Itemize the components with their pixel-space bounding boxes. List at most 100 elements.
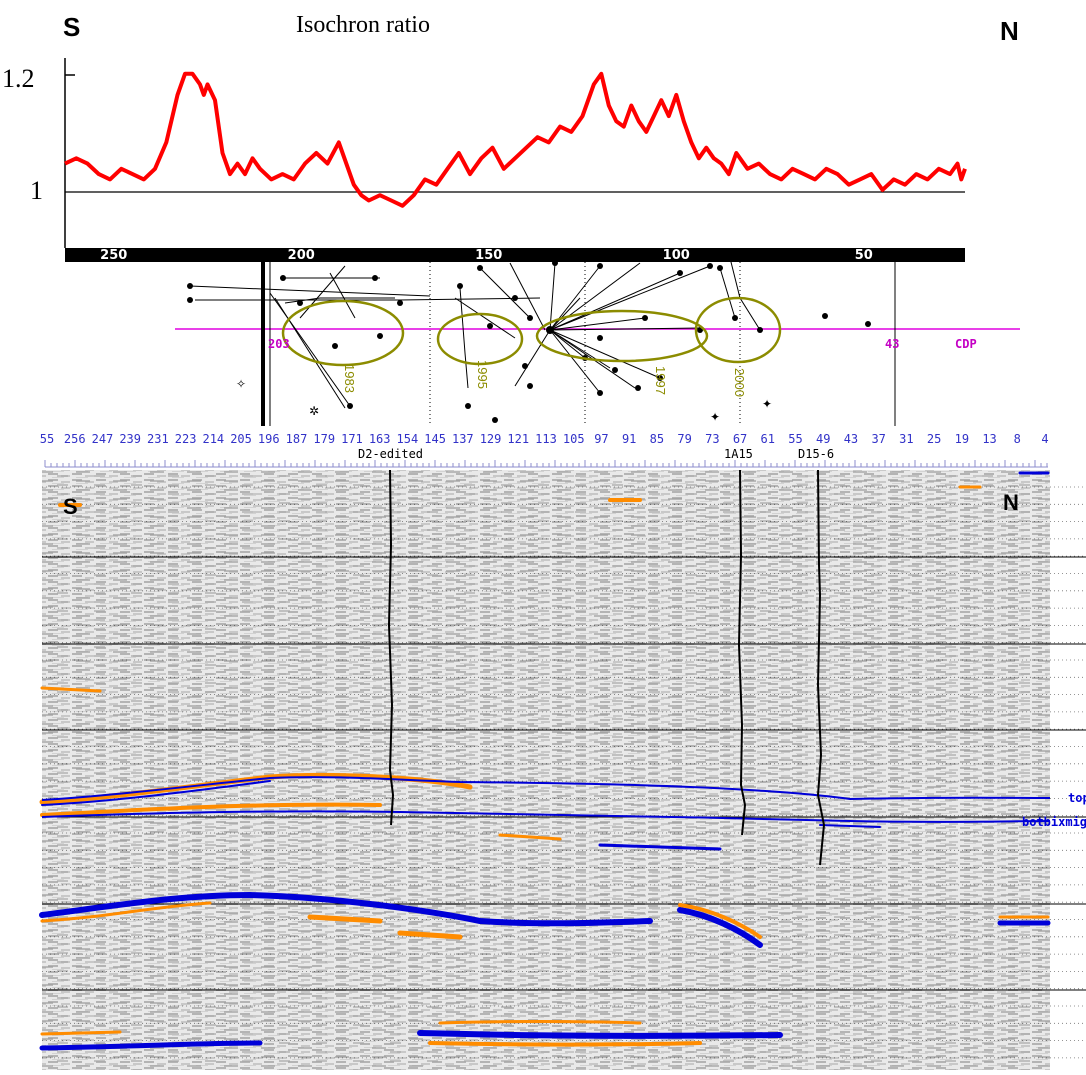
- trace-tick-label: 55: [40, 432, 54, 446]
- trace-tick-label: 223: [175, 432, 197, 446]
- trace-tick-label: 171: [341, 432, 363, 446]
- well-path: [329, 272, 356, 319]
- trace-tick-label: 73: [705, 432, 719, 446]
- well-path: [454, 297, 516, 339]
- well-path: [549, 265, 711, 331]
- well-path-map: ✧ ✲ ✦ ✦ 1983 1995 1997 2000: [175, 258, 1020, 426]
- trace-tick-label: 43: [844, 432, 858, 446]
- positive-event: [40, 901, 212, 923]
- y-tick-label-1-2: 1.2: [2, 64, 35, 93]
- trace-tick-label: 31: [899, 432, 913, 446]
- marker: ✦: [762, 397, 772, 411]
- year-label-2000: 2000: [732, 368, 747, 397]
- ellipse-1997: [535, 309, 709, 363]
- x-tick-label: 150: [475, 248, 502, 262]
- trace-tick-label: 13: [982, 432, 996, 446]
- trace-tick-label: 137: [452, 432, 474, 446]
- well-path: [549, 329, 661, 379]
- well-path: [549, 272, 681, 331]
- well-logs: [387, 469, 826, 866]
- x-axis-ticks: 250 200 150 100 50: [100, 248, 873, 262]
- well-path: [509, 262, 546, 331]
- marker: ✲: [309, 404, 319, 418]
- positive-event: [438, 1020, 642, 1025]
- trace-tick-label: 247: [92, 432, 114, 446]
- well-path: [514, 329, 551, 387]
- well-path: [549, 262, 556, 331]
- well-points: [187, 260, 871, 423]
- trace-tick-label: 231: [147, 432, 169, 446]
- north-label-section: N: [1003, 490, 1019, 515]
- trace-tick-label: 179: [313, 432, 335, 446]
- timing-lines: [42, 556, 1086, 991]
- positive-event: [40, 1030, 122, 1036]
- well-path: [549, 329, 586, 359]
- x-tick-label: 100: [663, 248, 690, 262]
- star-markers: ✧ ✲ ✦ ✦: [236, 377, 772, 424]
- trace-tick-label: 91: [622, 432, 636, 446]
- trace-tick-label: 113: [535, 432, 557, 446]
- north-label-top: N: [1000, 16, 1019, 46]
- trace-tick-label: 214: [202, 432, 224, 446]
- well-log-1a15: [737, 469, 747, 836]
- ellipse-2000: [694, 296, 782, 364]
- horizon-botbixmig: [41, 810, 1051, 823]
- x-tick-label: 50: [855, 248, 873, 262]
- ratio-series-line: [64, 71, 967, 208]
- trace-tick-label: 37: [871, 432, 885, 446]
- positive-event: [307, 914, 383, 924]
- positive-event: [40, 686, 102, 693]
- positive-event: [397, 930, 463, 940]
- trace-tick-labels: 55 256 247 239 231 223 214 205 196 187 179 171 163 15…: [40, 432, 1049, 446]
- trace-tick-label: 163: [369, 432, 391, 446]
- ellipse-1995: [436, 312, 524, 366]
- well-path: [549, 327, 701, 331]
- well-path: [274, 297, 346, 409]
- well-path: [549, 297, 581, 331]
- trace-tick-label: 85: [650, 432, 664, 446]
- trace-tick-label: 205: [230, 432, 252, 446]
- well-log-d2-edited: [387, 469, 395, 826]
- marker: ✦: [710, 410, 720, 424]
- horizon-label-top: top: [1068, 791, 1086, 805]
- well-path: [479, 267, 531, 319]
- trace-tick-label: 187: [286, 432, 308, 446]
- ellipse-1983: [281, 299, 405, 367]
- year-label-1997: 1997: [653, 366, 668, 395]
- year-label-1983: 1983: [342, 364, 357, 393]
- trace-tick-label: 4: [1041, 432, 1048, 446]
- well-path: [549, 262, 641, 331]
- year-ellipses: [281, 296, 782, 367]
- south-label-top: S: [63, 12, 81, 42]
- negative-event: [598, 843, 722, 851]
- isochron-ratio-chart: 250 200 150 100 50: [64, 58, 967, 262]
- cdp-axis-label: CDP: [955, 337, 977, 351]
- horizon-label-botbixmig: botbixmig: [1022, 815, 1086, 829]
- horizon-lines: [41, 776, 1051, 823]
- negative-event: [677, 907, 763, 948]
- trace-tick-label: 67: [733, 432, 747, 446]
- positive-event: [678, 903, 762, 939]
- marker: ✧: [236, 377, 246, 391]
- seismic-section: 55 256 247 239 231 223 214 205 196 187 179 171 163 15…: [39, 432, 1086, 1070]
- well-path: [719, 267, 736, 319]
- year-labels: 1983 1995 1997 2000: [342, 360, 747, 397]
- well-path: [549, 329, 601, 394]
- trace-tick-label: 129: [480, 432, 502, 446]
- negative-event: [819, 824, 881, 828]
- trace-tick-label: 145: [424, 432, 446, 446]
- trace-tick-label: 79: [677, 432, 691, 446]
- x-tick-label: 200: [288, 248, 315, 262]
- chart-title: Isochron ratio: [296, 12, 430, 38]
- trace-tick-label: 105: [563, 432, 585, 446]
- trace-tick-label: 256: [64, 432, 86, 446]
- trace-tick-label: 49: [816, 432, 830, 446]
- well-paths: [189, 258, 761, 409]
- well-path: [299, 265, 346, 319]
- trace-tick-label: 196: [258, 432, 280, 446]
- well-label-1a15: 1A15: [724, 447, 753, 461]
- positive-event: [40, 802, 382, 817]
- trace-tick-label: 239: [119, 432, 141, 446]
- well-label-d15-6: D15-6: [798, 447, 835, 461]
- negative-event: [41, 780, 271, 806]
